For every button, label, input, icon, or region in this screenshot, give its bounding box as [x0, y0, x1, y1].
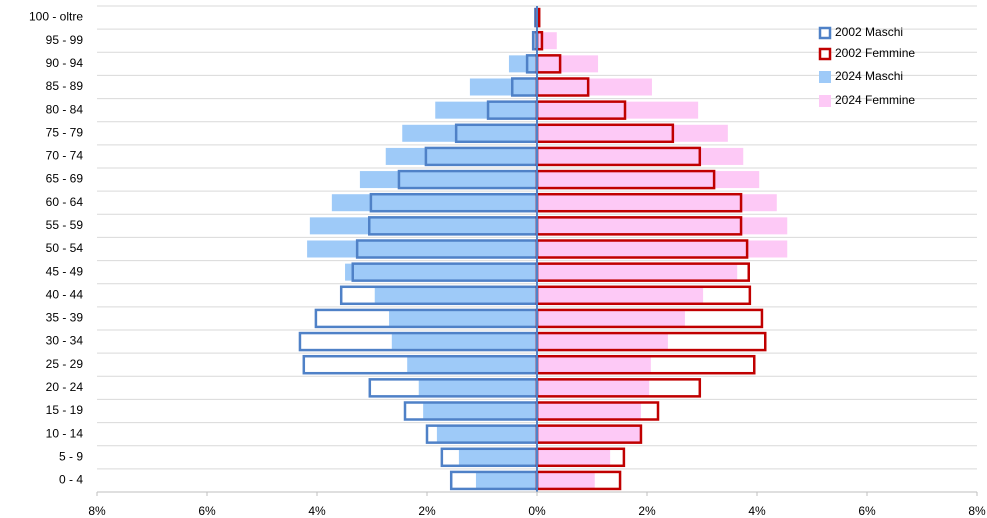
bar [391, 333, 537, 351]
y-tick-label: 40 - 44 [46, 287, 84, 301]
bar [435, 101, 537, 119]
bar [537, 171, 760, 189]
y-tick-label: 20 - 24 [46, 380, 84, 394]
bar [537, 101, 699, 119]
bar [537, 402, 641, 420]
bar [407, 356, 537, 374]
legend-label: 2002 Maschi [835, 25, 903, 39]
bar [475, 471, 537, 489]
legend-label: 2024 Maschi [835, 69, 903, 83]
bar [537, 333, 668, 351]
y-tick-label: 95 - 99 [46, 33, 84, 47]
legend-label: 2002 Femmine [835, 46, 915, 60]
y-tick-label: 25 - 29 [46, 357, 84, 371]
bar [309, 217, 537, 235]
bar [537, 147, 744, 165]
bar [508, 55, 537, 73]
y-tick-label: 0 - 4 [59, 473, 83, 487]
x-tick-label: 8% [88, 504, 106, 518]
x-tick-label: 4% [748, 504, 766, 518]
y-tick-label: 45 - 49 [46, 264, 84, 278]
x-tick-label: 4% [308, 504, 326, 518]
y-tick-label: 90 - 94 [46, 56, 84, 70]
y-tick-label: 65 - 69 [46, 172, 84, 186]
y-tick-label: 15 - 19 [46, 403, 84, 417]
bar [537, 448, 611, 466]
bar [359, 171, 537, 189]
y-tick-label: 55 - 59 [46, 218, 84, 232]
bar [537, 124, 728, 142]
bar [537, 379, 650, 397]
x-tick-label: 8% [968, 504, 986, 518]
x-tick-label: 6% [198, 504, 216, 518]
bar [331, 194, 537, 212]
bar [537, 32, 557, 50]
y-tick-label: 80 - 84 [46, 102, 84, 116]
bar [418, 379, 537, 397]
bar [537, 309, 685, 327]
bar [537, 425, 641, 443]
bar [307, 240, 537, 258]
y-tick-label: 70 - 74 [46, 149, 84, 163]
bar [469, 78, 537, 96]
y-tick-label: 75 - 79 [46, 125, 84, 139]
bar [345, 263, 537, 281]
bar [537, 240, 788, 258]
bar [537, 55, 599, 73]
bar [537, 471, 595, 489]
y-tick-label: 35 - 39 [46, 311, 84, 325]
bar [423, 402, 537, 420]
bar [537, 78, 652, 96]
x-tick-label: 0% [528, 504, 546, 518]
x-tick-label: 2% [638, 504, 656, 518]
y-tick-label: 5 - 9 [59, 449, 83, 463]
bar [533, 32, 537, 50]
bar [537, 286, 704, 304]
y-tick-label: 85 - 89 [46, 79, 84, 93]
bar [537, 356, 651, 374]
bar [537, 194, 777, 212]
bar [537, 217, 788, 235]
x-tick-label: 2% [418, 504, 436, 518]
legend-swatch [819, 71, 831, 83]
legend-swatch [819, 95, 831, 107]
y-tick-label: 50 - 54 [46, 241, 84, 255]
y-tick-label: 60 - 64 [46, 195, 84, 209]
bar [458, 448, 537, 466]
bar [389, 309, 537, 327]
y-tick-label: 10 - 14 [46, 426, 84, 440]
bar [374, 286, 537, 304]
legend-swatch [818, 26, 832, 40]
y-tick-label: 30 - 34 [46, 334, 84, 348]
bar [436, 425, 537, 443]
x-tick-label: 6% [858, 504, 876, 518]
y-tick-label: 100 - oltre [29, 10, 83, 24]
bar [402, 124, 537, 142]
bar [537, 263, 738, 281]
legend-label: 2024 Femmine [835, 93, 915, 107]
legend-swatch [818, 47, 832, 61]
bar [385, 147, 537, 165]
